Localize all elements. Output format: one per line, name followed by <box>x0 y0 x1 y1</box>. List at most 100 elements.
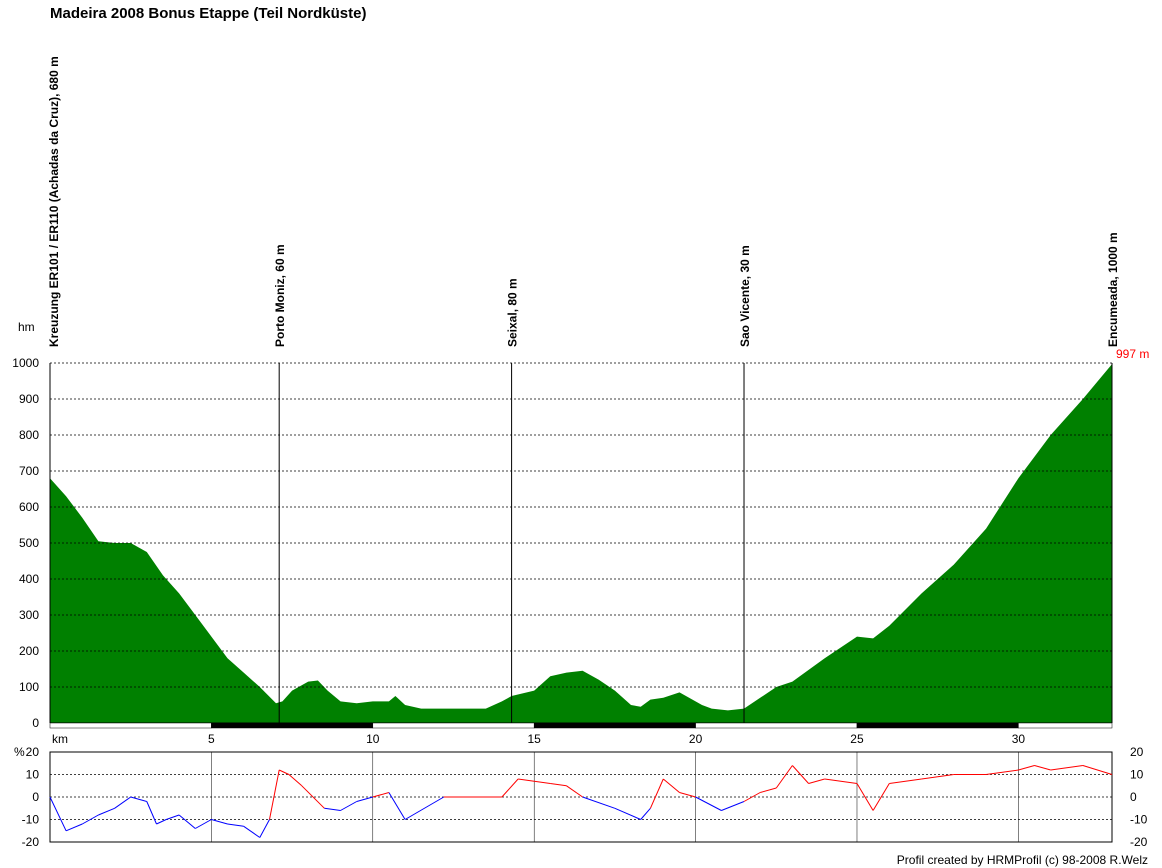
gradient-y-axis-label: % <box>14 745 25 759</box>
elevation-y-tick-label: 500 <box>19 536 39 550</box>
gradient-line-segment <box>227 823 244 827</box>
gradient-y-tick-label-right: -20 <box>1130 835 1148 849</box>
gradient-line-segment <box>146 801 157 825</box>
km-axis-label: km <box>52 732 68 746</box>
gradient-line-segment <box>278 769 290 775</box>
elevation-y-tick-label: 400 <box>19 572 39 586</box>
gradient-line-segment <box>372 792 390 798</box>
gradient-line-segment <box>195 819 212 829</box>
gradient-line-segment <box>1034 765 1051 771</box>
km-tick-label: 5 <box>208 732 215 746</box>
gradient-y-tick-label-left: -10 <box>22 813 40 827</box>
elevation-y-tick-label: 900 <box>19 392 39 406</box>
gradient-line-segment <box>404 796 445 820</box>
km-scale-segment <box>1018 722 1113 729</box>
gradient-line-segment <box>82 814 99 825</box>
gradient-line-segment <box>856 783 874 811</box>
km-tick-label: 15 <box>528 732 542 746</box>
gradient-line-segment <box>649 778 664 809</box>
gradient-line-segment <box>760 787 777 793</box>
km-tick-label: 25 <box>850 732 864 746</box>
gradient-line-segment <box>695 796 722 811</box>
gradient-y-tick-label-left: -20 <box>22 835 40 849</box>
gradient-frame <box>49 751 1113 843</box>
gradient-line-segment <box>986 769 1019 775</box>
elevation-area <box>50 364 1112 723</box>
km-scale-segment <box>49 722 212 729</box>
gradient-line-segment <box>324 807 341 811</box>
waypoint-label: Seixal, 80 m <box>506 278 520 347</box>
km-scale-segment <box>372 722 535 729</box>
gradient-line-segment <box>178 814 196 829</box>
gradient-line-segment <box>356 796 373 802</box>
gradient-line-segment <box>49 796 67 832</box>
elevation-y-tick-label: 100 <box>19 680 39 694</box>
gradient-y-tick-label-left: 0 <box>32 790 39 804</box>
gradient-line-segment <box>1018 765 1035 771</box>
gradient-line-segment <box>501 778 519 798</box>
elevation-y-tick-label: 700 <box>19 464 39 478</box>
gradient-line-segment <box>640 807 651 820</box>
elevation-y-axis-label: hm <box>18 320 35 334</box>
gradient-line-segment <box>566 785 583 798</box>
gradient-y-tick-label-right: -10 <box>1130 813 1148 827</box>
gradient-line-segment <box>243 825 261 838</box>
elevation-y-tick-label: 600 <box>19 500 39 514</box>
waypoint-label: Sao Vicente, 30 m <box>738 245 752 347</box>
gradient-line-segment <box>156 819 167 825</box>
chart-title: Madeira 2008 Bonus Etappe (Teil Nordküst… <box>50 5 367 22</box>
gradient-line-segment <box>721 801 745 811</box>
gradient-line-segment <box>259 819 270 838</box>
gradient-line-segment <box>792 765 809 784</box>
gradient-line-segment <box>775 765 793 789</box>
gradient-line-segment <box>889 778 922 784</box>
gradient-line-segment <box>388 792 406 820</box>
km-tick-label: 30 <box>1012 732 1026 746</box>
elevation-y-tick-label: 0 <box>32 716 39 730</box>
gradient-line-segment <box>872 783 890 811</box>
elevation-y-tick-label: 800 <box>19 428 39 442</box>
waypoint-label: Kreuzung ER101 / ER110 (Achadas da Cruz)… <box>47 56 61 347</box>
gradient-y-tick-label-right: 20 <box>1130 745 1144 759</box>
km-tick-label: 10 <box>366 732 380 746</box>
km-tick-label: 20 <box>689 732 703 746</box>
gradient-line-segment <box>808 778 825 784</box>
gradient-line-segment <box>269 769 280 820</box>
gradient-line-segment <box>614 807 641 820</box>
gradient-line-segment <box>130 796 147 802</box>
km-scale-segment <box>695 722 858 729</box>
gradient-line-segment <box>743 792 761 802</box>
gradient-line-segment <box>114 796 131 809</box>
gradient-line-segment <box>582 796 616 809</box>
gradient-line-segment <box>65 823 83 832</box>
max-elevation-label: 997 m <box>1116 347 1149 361</box>
gradient-line-segment <box>166 814 180 820</box>
gradient-line-segment <box>98 807 115 816</box>
waypoint-label: Encumeada, 1000 m <box>1106 232 1120 347</box>
gradient-line-segment <box>340 801 357 811</box>
gradient-line-segment <box>550 783 567 787</box>
waypoint-label: Porto Moniz, 60 m <box>273 244 287 347</box>
gradient-line-segment <box>824 778 858 784</box>
gradient-y-tick-label-left: 20 <box>26 745 40 759</box>
gradient-line-segment <box>921 774 954 780</box>
km-scale-segment <box>211 722 374 729</box>
footer-credit: Profil created by HRMProfil (c) 98-2008 … <box>896 853 1148 867</box>
gradient-line-segment <box>1082 765 1113 775</box>
km-scale-segment <box>533 722 696 729</box>
gradient-y-tick-label-right: 0 <box>1130 790 1137 804</box>
elevation-y-tick-label: 1000 <box>12 356 39 370</box>
gradient-line-segment <box>301 785 325 809</box>
gradient-line-segment <box>518 778 551 784</box>
gradient-y-tick-label-right: 10 <box>1130 768 1144 782</box>
gradient-line-segment <box>1050 765 1083 771</box>
km-scale-segment <box>856 722 1019 729</box>
elevation-y-tick-label: 300 <box>19 608 39 622</box>
gradient-line-segment <box>662 778 680 793</box>
gradient-line-segment <box>288 774 303 787</box>
gradient-line-segment <box>679 792 696 798</box>
gradient-y-tick-label-left: 10 <box>26 768 40 782</box>
elevation-y-tick-label: 200 <box>19 644 39 658</box>
gradient-line-segment <box>211 819 228 825</box>
